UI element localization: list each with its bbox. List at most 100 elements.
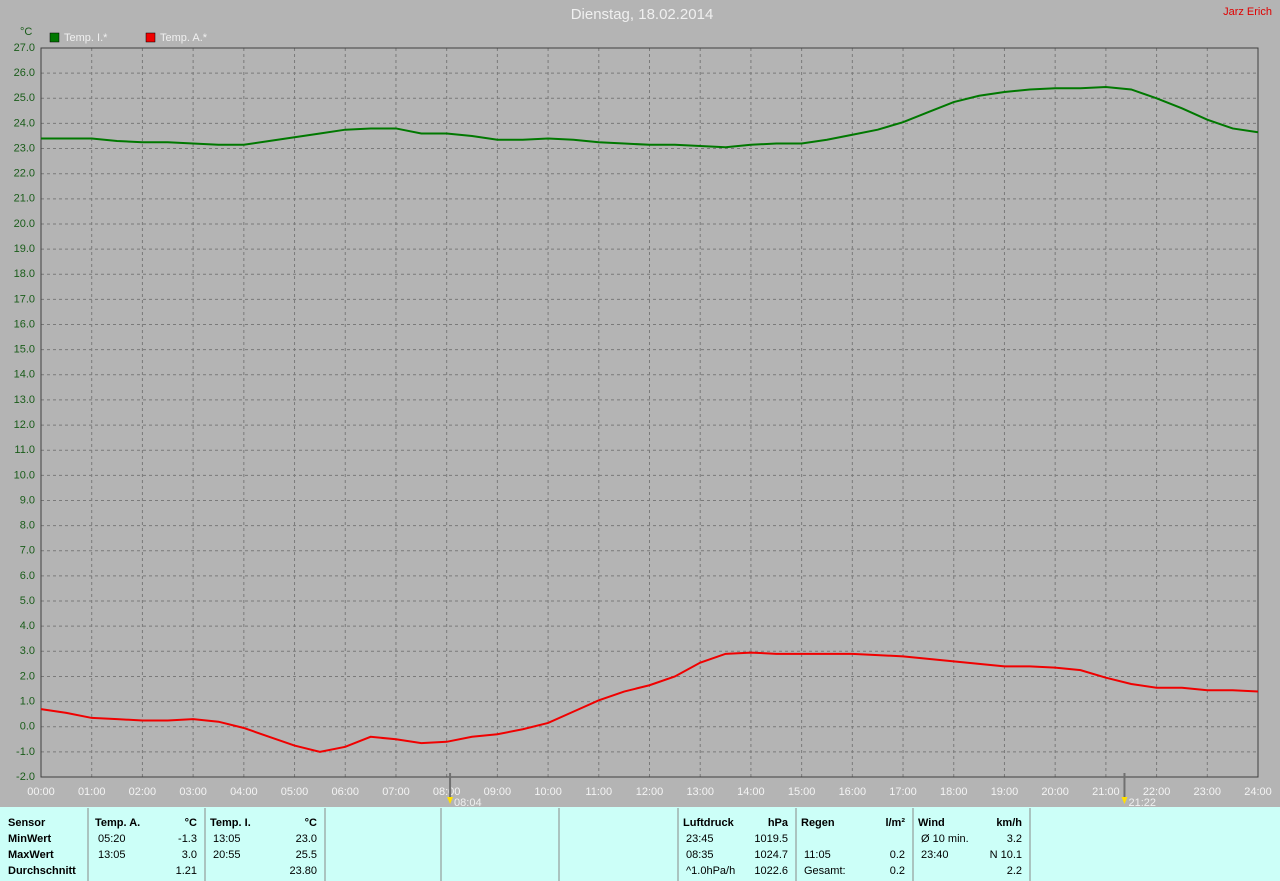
row-label: MinWert xyxy=(8,833,52,845)
y-tick-label: 12.0 xyxy=(14,419,35,431)
y-tick-label: 11.0 xyxy=(14,444,35,456)
cell-label: 23:45 xyxy=(686,833,714,845)
y-tick-label: 1.0 xyxy=(20,695,35,707)
x-tick-label: 06:00 xyxy=(331,786,359,798)
y-tick-label: 0.0 xyxy=(20,721,35,733)
y-tick-label: 16.0 xyxy=(14,318,35,330)
column-unit: °C xyxy=(185,817,197,829)
cell-value: 0.2 xyxy=(890,865,905,877)
y-tick-label: 19.0 xyxy=(14,243,35,255)
y-tick-label: 21.0 xyxy=(14,193,35,205)
cell-label: Gesamt: xyxy=(804,865,846,877)
y-tick-label: 18.0 xyxy=(14,268,35,280)
x-tick-label: 15:00 xyxy=(788,786,816,798)
column-unit: km/h xyxy=(996,817,1022,829)
y-tick-label: 25.0 xyxy=(14,92,35,104)
cell-value: 1.21 xyxy=(176,865,197,877)
y-tick-label: 13.0 xyxy=(14,394,35,406)
y-tick-label: 14.0 xyxy=(14,369,35,381)
cell-label: 13:05 xyxy=(98,849,126,861)
sun-icon xyxy=(1121,797,1128,804)
y-tick-label: 24.0 xyxy=(14,117,35,129)
cell-label: 23:40 xyxy=(921,849,949,861)
y-tick-label: 7.0 xyxy=(20,545,35,557)
legend-label: Temp. I.* xyxy=(64,32,108,44)
y-tick-label: 2.0 xyxy=(20,670,35,682)
cell-value: 3.2 xyxy=(1007,833,1022,845)
row-label: MaxWert xyxy=(8,849,54,861)
cell-label: 11:05 xyxy=(804,849,831,861)
cell-value: 23.0 xyxy=(296,833,317,845)
x-tick-label: 23:00 xyxy=(1194,786,1222,798)
legend-swatch xyxy=(49,32,60,43)
cell-label: ^1.0hPa/h xyxy=(686,865,735,877)
x-tick-label: 14:00 xyxy=(737,786,765,798)
y-tick-label: 22.0 xyxy=(14,168,35,180)
x-tick-label: 01:00 xyxy=(78,786,106,798)
y-tick-label: 23.0 xyxy=(14,142,35,154)
y-tick-label: 26.0 xyxy=(14,67,35,79)
cell-label: Ø 10 min. xyxy=(921,833,969,845)
x-tick-label: 19:00 xyxy=(991,786,1019,798)
x-tick-label: 00:00 xyxy=(27,786,55,798)
y-tick-label: 15.0 xyxy=(14,344,35,356)
x-tick-label: 24:00 xyxy=(1244,786,1272,798)
y-tick-label: 6.0 xyxy=(20,570,35,582)
sun-label: 08:04 xyxy=(454,797,482,809)
row-label: Durchschnitt xyxy=(8,865,76,877)
cell-value: 23.80 xyxy=(289,865,317,877)
column-unit: °C xyxy=(305,817,317,829)
cell-label: 08:35 xyxy=(686,849,714,861)
column-unit: l/m² xyxy=(885,817,905,829)
cell-value: 3.0 xyxy=(182,849,197,861)
column-header: Wind xyxy=(918,817,945,829)
cell-value: N 10.1 xyxy=(990,849,1022,861)
sun-icon xyxy=(447,797,454,804)
sun-label: 21:22 xyxy=(1128,797,1156,809)
column-header: Temp. I. xyxy=(210,817,251,829)
cell-value: 0.2 xyxy=(890,849,905,861)
stats-panel xyxy=(0,807,1280,881)
x-tick-label: 02:00 xyxy=(129,786,157,798)
cell-value: 2.2 xyxy=(1007,865,1022,877)
x-tick-label: 20:00 xyxy=(1041,786,1069,798)
cell-value: 1022.6 xyxy=(754,865,788,877)
y-tick-label: 4.0 xyxy=(20,620,35,632)
cell-value: 1019.5 xyxy=(754,833,788,845)
y-tick-label: 20.0 xyxy=(14,218,35,230)
y-tick-label: 27.0 xyxy=(14,42,35,54)
legend-label: Temp. A.* xyxy=(160,32,208,44)
cell-value: -1.3 xyxy=(178,833,197,845)
x-tick-label: 17:00 xyxy=(889,786,917,798)
x-tick-label: 10:00 xyxy=(534,786,562,798)
chart-title: Dienstag, 18.02.2014 xyxy=(571,6,714,23)
y-tick-label: 8.0 xyxy=(20,520,35,532)
y-tick-label: 9.0 xyxy=(20,494,35,506)
row-label: Sensor xyxy=(8,817,46,829)
legend-swatch xyxy=(145,32,156,43)
cell-value: 1024.7 xyxy=(754,849,788,861)
x-tick-label: 16:00 xyxy=(839,786,867,798)
y-tick-label: 17.0 xyxy=(14,293,35,305)
cell-value: 25.5 xyxy=(296,849,317,861)
x-tick-label: 13:00 xyxy=(686,786,714,798)
x-tick-label: 05:00 xyxy=(281,786,309,798)
y-tick-label: -1.0 xyxy=(16,746,35,758)
y-tick-label: 10.0 xyxy=(14,469,35,481)
column-unit: hPa xyxy=(768,817,789,829)
cell-label: 13:05 xyxy=(213,833,241,845)
y-tick-label: 3.0 xyxy=(20,645,35,657)
data-line xyxy=(41,85,1259,149)
column-header: Luftdruck xyxy=(683,817,735,829)
y-tick-label: -2.0 xyxy=(16,771,35,783)
x-tick-label: 04:00 xyxy=(230,786,258,798)
panel-separators xyxy=(87,808,1031,881)
y-axis-label: °C xyxy=(20,26,32,38)
x-tick-label: 11:00 xyxy=(585,786,612,798)
author: Jarz Erich xyxy=(1223,6,1272,18)
column-header: Regen xyxy=(801,817,835,829)
column-header: Temp. A. xyxy=(95,817,140,829)
cell-label: 20:55 xyxy=(213,849,241,861)
data-line xyxy=(40,651,1259,753)
